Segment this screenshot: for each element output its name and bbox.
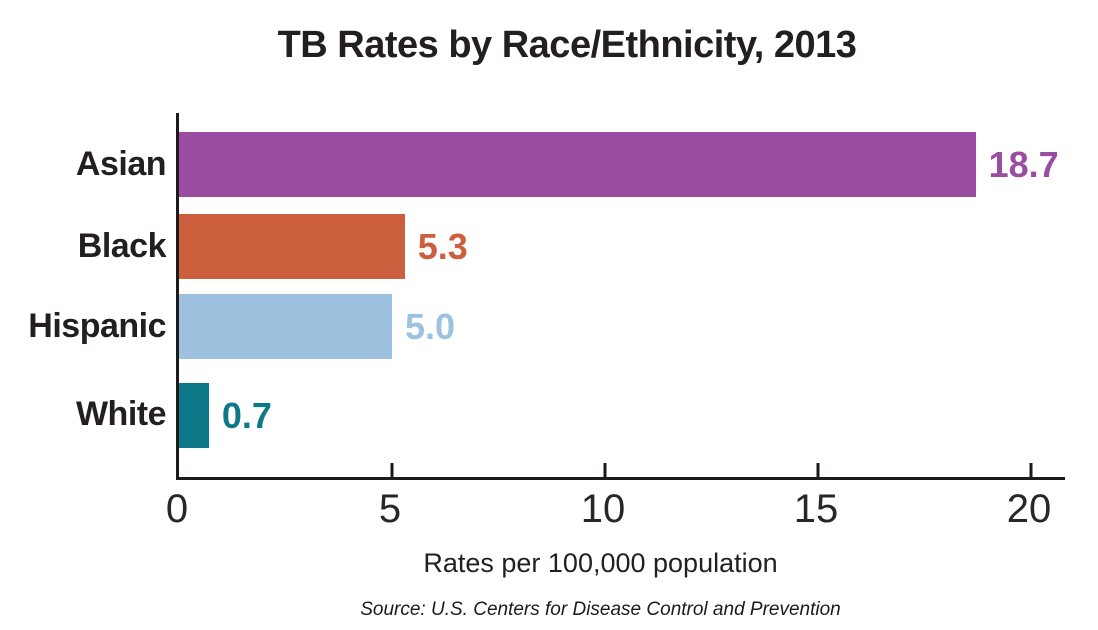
bar-row: 5.3 xyxy=(179,214,1031,279)
bar-value-asian: 18.7 xyxy=(988,143,1059,185)
x-axis-tick-labels: 0 5 10 15 20 xyxy=(166,487,1051,531)
bar-asian xyxy=(179,132,976,197)
x-axis-tick-20 xyxy=(1029,463,1033,477)
category-label-hispanic: Hispanic xyxy=(28,307,166,345)
chart-title: TB Rates by Race/Ethnicity, 2013 xyxy=(277,24,857,66)
bar-row: 18.7 xyxy=(179,132,1059,197)
bar-row: 5.0 xyxy=(179,294,1031,359)
bar-row: 0.7 xyxy=(179,383,1031,448)
source-note: Source: U.S. Centers for Disease Control… xyxy=(360,599,841,620)
bars-layer: 18.7 5.3 5.0 0.7 xyxy=(179,113,1059,477)
x-axis-tick-15 xyxy=(816,463,820,477)
category-label-asian: Asian xyxy=(75,145,167,183)
x-tick-label-20: 20 xyxy=(1006,487,1052,531)
bar-value-black: 5.3 xyxy=(417,225,468,267)
x-axis-label: Rates per 100,000 population xyxy=(423,548,778,578)
plot-area: 18.7 5.3 5.0 0.7 xyxy=(176,113,1065,480)
x-tick-label-10: 10 xyxy=(580,487,626,531)
bar-white xyxy=(179,383,209,448)
x-axis-tick-10 xyxy=(603,463,607,477)
x-tick-label-5: 5 xyxy=(378,487,402,531)
bar-black xyxy=(179,214,405,279)
x-axis-tick-5 xyxy=(390,463,394,477)
bar-hispanic xyxy=(179,294,392,359)
x-tick-label-15: 15 xyxy=(793,487,839,531)
bar-value-hispanic: 5.0 xyxy=(405,305,456,347)
x-tick-label-0: 0 xyxy=(165,487,189,531)
category-label-black: Black xyxy=(77,227,167,265)
category-axis: Asian Black Hispanic White xyxy=(0,0,166,630)
category-label-white: White xyxy=(75,395,167,433)
bar-value-white: 0.7 xyxy=(221,394,272,436)
